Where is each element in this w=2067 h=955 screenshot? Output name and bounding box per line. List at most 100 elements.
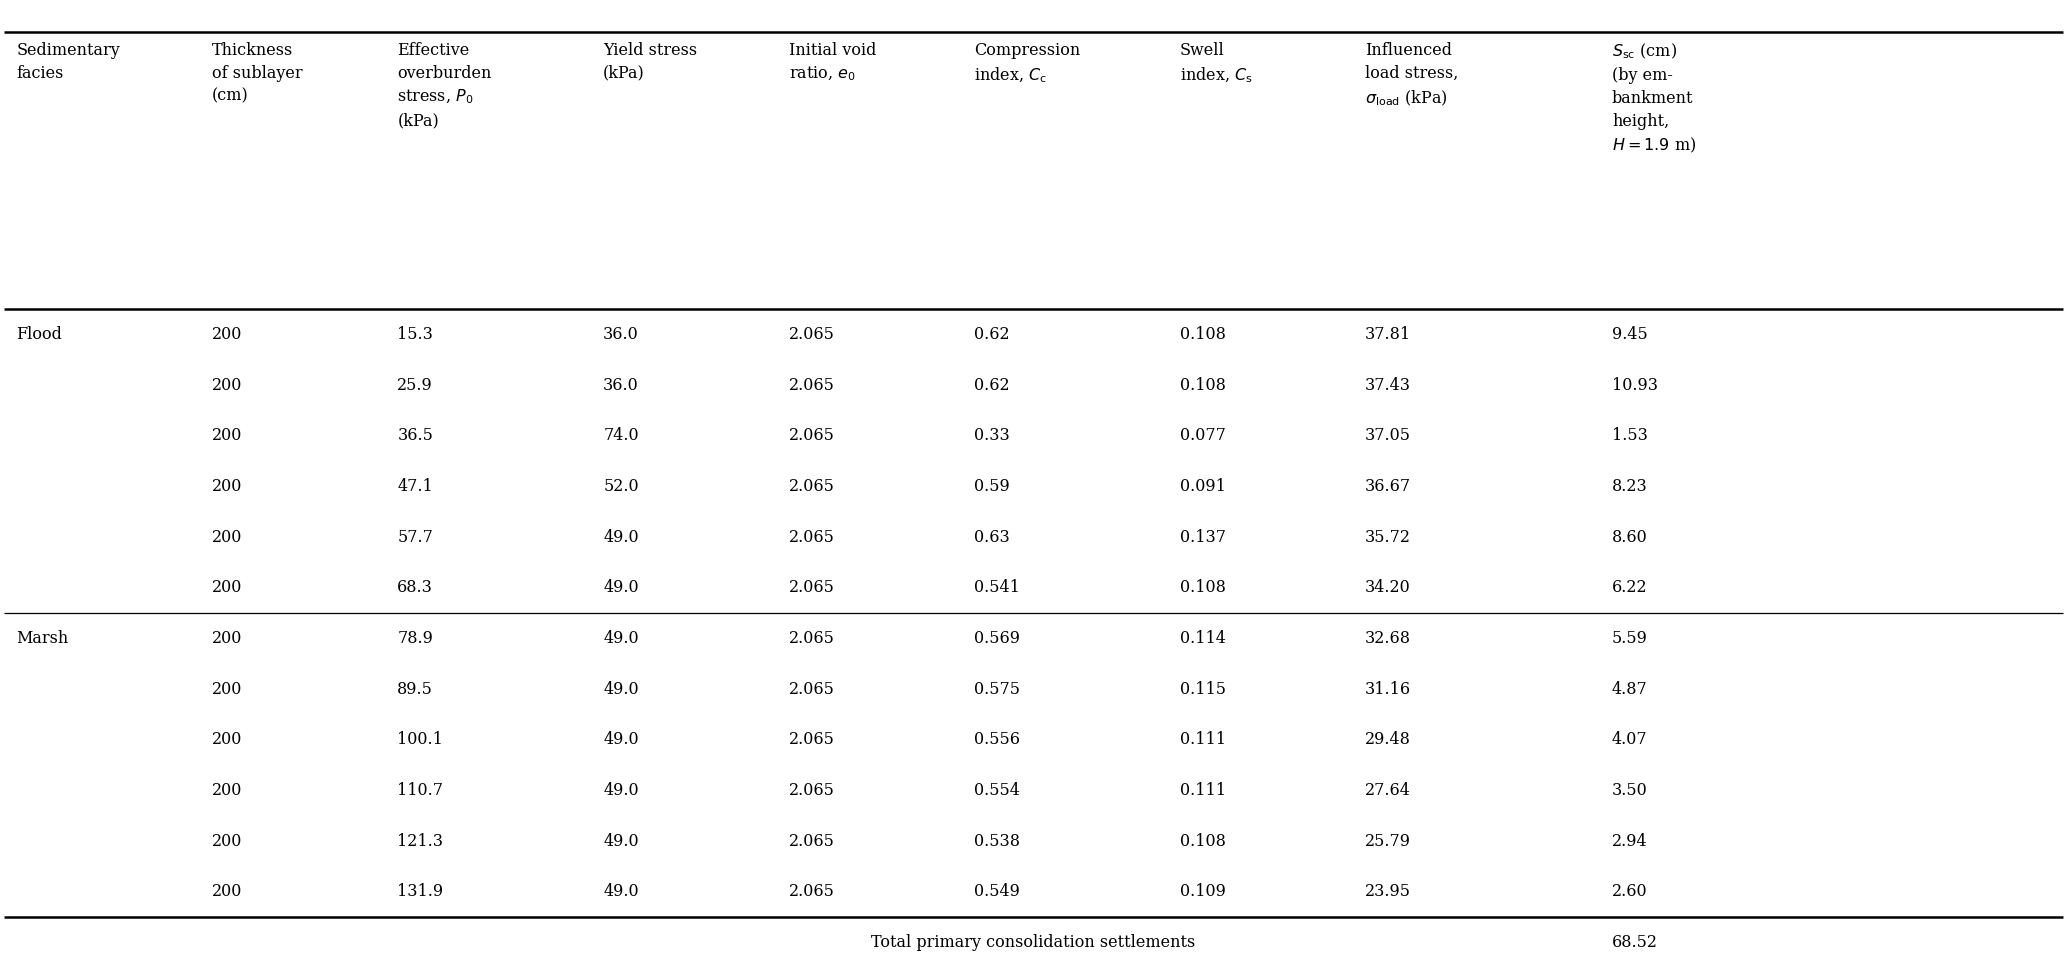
Text: 0.137: 0.137 — [1180, 528, 1226, 545]
Text: 49.0: 49.0 — [604, 579, 639, 596]
Text: 200: 200 — [213, 782, 242, 798]
Text: 8.23: 8.23 — [1612, 478, 1647, 495]
Text: 4.87: 4.87 — [1612, 681, 1647, 697]
Text: 200: 200 — [213, 681, 242, 697]
Text: 0.114: 0.114 — [1180, 630, 1226, 647]
Text: Marsh: Marsh — [17, 630, 68, 647]
Text: 0.538: 0.538 — [974, 833, 1019, 850]
Text: 131.9: 131.9 — [397, 883, 444, 901]
Text: 0.575: 0.575 — [974, 681, 1019, 697]
Text: 36.67: 36.67 — [1364, 478, 1412, 495]
Text: 2.065: 2.065 — [788, 427, 835, 444]
Text: 36.5: 36.5 — [397, 427, 434, 444]
Text: 200: 200 — [213, 833, 242, 850]
Text: Total primary consolidation settlements: Total primary consolidation settlements — [872, 934, 1195, 951]
Text: 31.16: 31.16 — [1364, 681, 1412, 697]
Text: 2.065: 2.065 — [788, 681, 835, 697]
Text: 9.45: 9.45 — [1612, 326, 1647, 343]
Text: 8.60: 8.60 — [1612, 528, 1647, 545]
Text: 57.7: 57.7 — [397, 528, 434, 545]
Text: 0.108: 0.108 — [1180, 326, 1226, 343]
Text: 2.065: 2.065 — [788, 528, 835, 545]
Text: 200: 200 — [213, 630, 242, 647]
Text: 49.0: 49.0 — [604, 883, 639, 901]
Text: Initial void
ratio, $e_0$: Initial void ratio, $e_0$ — [788, 42, 876, 83]
Text: 200: 200 — [213, 376, 242, 393]
Text: 0.109: 0.109 — [1180, 883, 1226, 901]
Text: 10.93: 10.93 — [1612, 376, 1658, 393]
Text: Effective
overburden
stress, $P_0$
(kPa): Effective overburden stress, $P_0$ (kPa) — [397, 42, 492, 129]
Text: 0.115: 0.115 — [1180, 681, 1226, 697]
Text: 15.3: 15.3 — [397, 326, 434, 343]
Text: 0.556: 0.556 — [974, 732, 1019, 748]
Text: 121.3: 121.3 — [397, 833, 444, 850]
Text: 200: 200 — [213, 732, 242, 748]
Text: 2.065: 2.065 — [788, 782, 835, 798]
Text: 200: 200 — [213, 427, 242, 444]
Text: 0.108: 0.108 — [1180, 579, 1226, 596]
Text: 0.62: 0.62 — [974, 376, 1009, 393]
Text: 0.091: 0.091 — [1180, 478, 1226, 495]
Text: 200: 200 — [213, 326, 242, 343]
Text: 47.1: 47.1 — [397, 478, 434, 495]
Text: 37.81: 37.81 — [1364, 326, 1412, 343]
Text: 36.0: 36.0 — [604, 376, 639, 393]
Text: 0.111: 0.111 — [1180, 782, 1226, 798]
Text: 32.68: 32.68 — [1364, 630, 1412, 647]
Text: Compression
index, $C_\mathrm{c}$: Compression index, $C_\mathrm{c}$ — [974, 42, 1081, 85]
Text: 37.05: 37.05 — [1364, 427, 1412, 444]
Text: 29.48: 29.48 — [1364, 732, 1412, 748]
Text: 2.94: 2.94 — [1612, 833, 1647, 850]
Text: 49.0: 49.0 — [604, 528, 639, 545]
Text: 2.065: 2.065 — [788, 478, 835, 495]
Text: 0.554: 0.554 — [974, 782, 1019, 798]
Text: 2.065: 2.065 — [788, 326, 835, 343]
Text: 5.59: 5.59 — [1612, 630, 1647, 647]
Text: 2.065: 2.065 — [788, 883, 835, 901]
Text: 78.9: 78.9 — [397, 630, 434, 647]
Text: 2.065: 2.065 — [788, 630, 835, 647]
Text: 0.108: 0.108 — [1180, 833, 1226, 850]
Text: 25.9: 25.9 — [397, 376, 434, 393]
Text: Flood: Flood — [17, 326, 62, 343]
Text: 49.0: 49.0 — [604, 833, 639, 850]
Text: 0.62: 0.62 — [974, 326, 1009, 343]
Text: 200: 200 — [213, 478, 242, 495]
Text: 23.95: 23.95 — [1364, 883, 1412, 901]
Text: Sedimentary
facies: Sedimentary facies — [17, 42, 120, 81]
Text: 4.07: 4.07 — [1612, 732, 1647, 748]
Text: 2.60: 2.60 — [1612, 883, 1647, 901]
Text: 2.065: 2.065 — [788, 579, 835, 596]
Text: 0.541: 0.541 — [974, 579, 1019, 596]
Text: 2.065: 2.065 — [788, 376, 835, 393]
Text: 0.569: 0.569 — [974, 630, 1019, 647]
Text: 110.7: 110.7 — [397, 782, 444, 798]
Text: 49.0: 49.0 — [604, 782, 639, 798]
Text: 89.5: 89.5 — [397, 681, 434, 697]
Text: 25.79: 25.79 — [1364, 833, 1412, 850]
Text: $S_\mathrm{sc}$ (cm)
(by em-
bankment
height,
$H = 1.9$ m): $S_\mathrm{sc}$ (cm) (by em- bankment he… — [1612, 42, 1697, 156]
Text: 37.43: 37.43 — [1364, 376, 1412, 393]
Text: 36.0: 36.0 — [604, 326, 639, 343]
Text: 0.108: 0.108 — [1180, 376, 1226, 393]
Text: 3.50: 3.50 — [1612, 782, 1647, 798]
Text: 2.065: 2.065 — [788, 833, 835, 850]
Text: Swell
index, $C_\mathrm{s}$: Swell index, $C_\mathrm{s}$ — [1180, 42, 1253, 85]
Text: 200: 200 — [213, 579, 242, 596]
Text: 49.0: 49.0 — [604, 732, 639, 748]
Text: 0.59: 0.59 — [974, 478, 1009, 495]
Text: 2.065: 2.065 — [788, 732, 835, 748]
Text: 68.52: 68.52 — [1612, 934, 1658, 951]
Text: 1.53: 1.53 — [1612, 427, 1647, 444]
Text: 100.1: 100.1 — [397, 732, 442, 748]
Text: 200: 200 — [213, 528, 242, 545]
Text: Influenced
load stress,
$\sigma_\mathrm{load}$ (kPa): Influenced load stress, $\sigma_\mathrm{… — [1364, 42, 1459, 108]
Text: 200: 200 — [213, 883, 242, 901]
Text: 34.20: 34.20 — [1364, 579, 1410, 596]
Text: 49.0: 49.0 — [604, 630, 639, 647]
Text: 35.72: 35.72 — [1364, 528, 1412, 545]
Text: 68.3: 68.3 — [397, 579, 434, 596]
Text: 27.64: 27.64 — [1364, 782, 1412, 798]
Text: 74.0: 74.0 — [604, 427, 639, 444]
Text: 0.33: 0.33 — [974, 427, 1009, 444]
